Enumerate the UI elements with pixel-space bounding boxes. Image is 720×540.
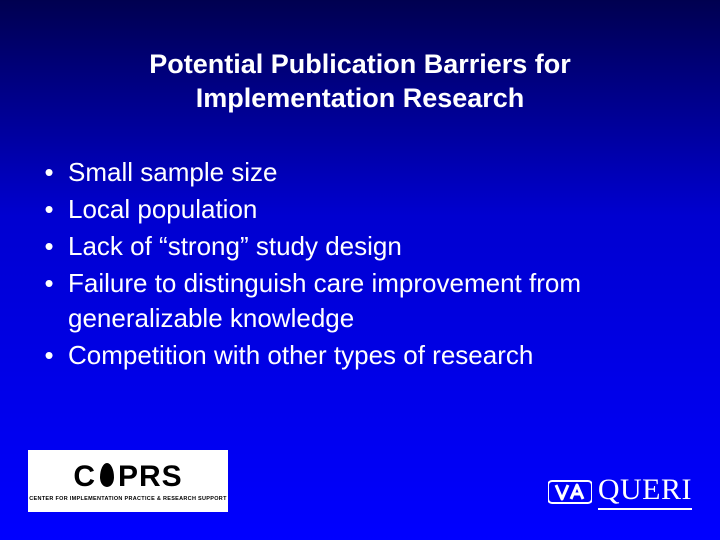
- bullet-text: Local population: [68, 192, 680, 227]
- bullet-list: • Small sample size • Local population •…: [30, 155, 680, 376]
- title-line-1: Potential Publication Barriers for: [149, 49, 571, 79]
- list-item: • Local population: [30, 192, 680, 227]
- bullet-text: Small sample size: [68, 155, 680, 190]
- bullet-text: Failure to distinguish care improvement …: [68, 266, 680, 336]
- va-icon: [548, 477, 592, 507]
- slide-title: Potential Publication Barriers for Imple…: [0, 48, 720, 116]
- list-item: • Failure to distinguish care improvemen…: [30, 266, 680, 336]
- cprs-letter-c: C: [73, 460, 96, 494]
- bullet-text: Lack of “strong” study design: [68, 229, 680, 264]
- list-item: • Lack of “strong” study design: [30, 229, 680, 264]
- title-line-2: Implementation Research: [196, 83, 525, 113]
- bullet-icon: •: [30, 192, 68, 227]
- queri-logo: QUERI: [548, 473, 692, 510]
- list-item: • Small sample size: [30, 155, 680, 190]
- leaf-icon: [100, 463, 114, 487]
- bullet-icon: •: [30, 229, 68, 264]
- bullet-icon: •: [30, 266, 68, 336]
- cprs-letters-prs: PRS: [118, 460, 183, 494]
- cprs-subtitle: CENTER FOR IMPLEMENTATION PRACTICE & RES…: [29, 496, 227, 502]
- queri-text: QUERI: [598, 473, 692, 510]
- cprs-logo: C PRS CENTER FOR IMPLEMENTATION PRACTICE…: [28, 450, 228, 512]
- bullet-text: Competition with other types of research: [68, 338, 680, 373]
- bullet-icon: •: [30, 338, 68, 373]
- cprs-logo-text: C PRS: [73, 460, 182, 494]
- list-item: • Competition with other types of resear…: [30, 338, 680, 373]
- slide: Potential Publication Barriers for Imple…: [0, 0, 720, 540]
- bullet-icon: •: [30, 155, 68, 190]
